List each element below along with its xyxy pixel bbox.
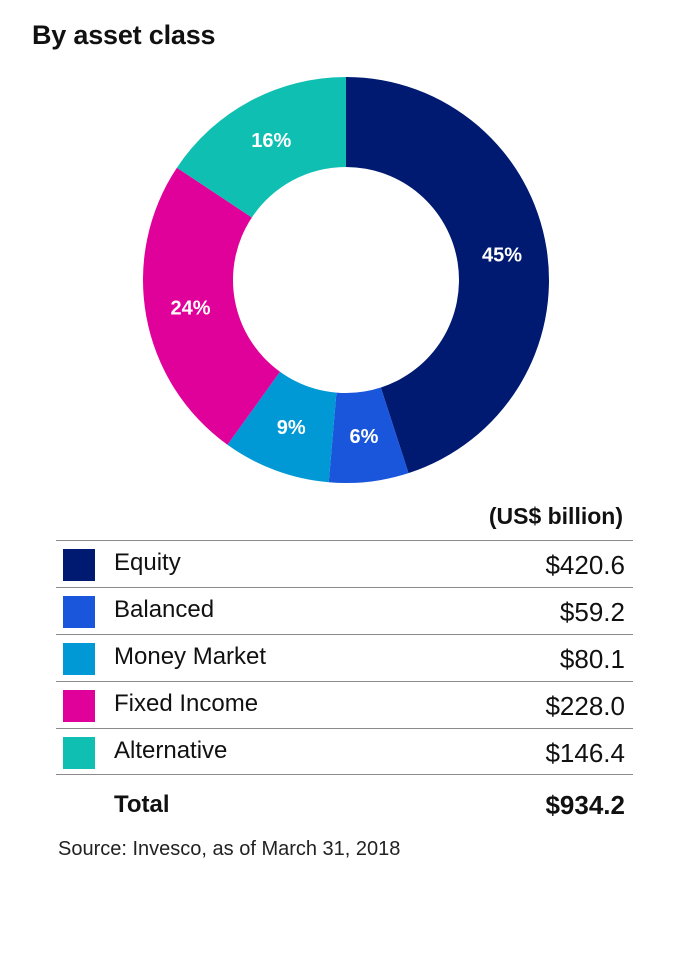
legend-swatch [63, 643, 95, 675]
legend-row-money-market: Money Market $80.1 [56, 634, 633, 681]
legend-label: Balanced [114, 596, 215, 623]
legend-row-equity: Equity $420.6 [56, 540, 633, 587]
donut-slices [143, 77, 549, 483]
donut-slice-alternative [176, 77, 346, 218]
donut-chart: 45% 6% 9% 24% 16% [143, 77, 549, 483]
total-label: Total [114, 791, 170, 818]
legend-swatch [63, 690, 95, 722]
legend-label: Money Market [114, 643, 267, 670]
legend-label: Fixed Income [114, 690, 259, 717]
chart-title: By asset class [32, 20, 216, 50]
donut-percent-labels: 45% 6% 9% 24% 16% [171, 130, 523, 448]
legend-swatch [63, 549, 95, 581]
donut-percent-label: 6% [350, 426, 379, 448]
legend-swatch [63, 596, 95, 628]
donut-slice-equity [346, 77, 549, 474]
total-value: $934.2 [545, 790, 625, 820]
donut-percent-label: 24% [171, 297, 211, 319]
donut-slice-balanced [328, 387, 409, 483]
legend-value: $228.0 [545, 691, 625, 721]
donut-slice-fixed-income [143, 167, 280, 445]
donut-percent-label: 16% [251, 130, 291, 152]
legend-value: $80.1 [559, 644, 625, 674]
legend-row-alternative: Alternative $146.4 [56, 728, 633, 775]
legend-swatch [63, 737, 95, 769]
legend-row-fixed-income: Fixed Income $228.0 [56, 681, 633, 728]
legend-label: Equity [114, 549, 181, 576]
legend-table: Equity $420.6 Balanced $59.2 Money Marke… [56, 540, 633, 775]
total-row: Total $934.2 [56, 788, 633, 828]
source-note: Source: Invesco, as of March 31, 2018 [58, 838, 401, 860]
donut-slice-money-market [227, 371, 337, 483]
legend-value: $146.4 [545, 738, 625, 768]
legend-row-balanced: Balanced $59.2 [56, 587, 633, 634]
legend-value: $59.2 [559, 597, 625, 627]
legend-value: $420.6 [545, 550, 625, 580]
legend-label: Alternative [114, 737, 228, 764]
donut-percent-label: 45% [482, 244, 522, 266]
units-label: (US$ billion) [488, 503, 623, 529]
donut-percent-label: 9% [277, 417, 306, 439]
